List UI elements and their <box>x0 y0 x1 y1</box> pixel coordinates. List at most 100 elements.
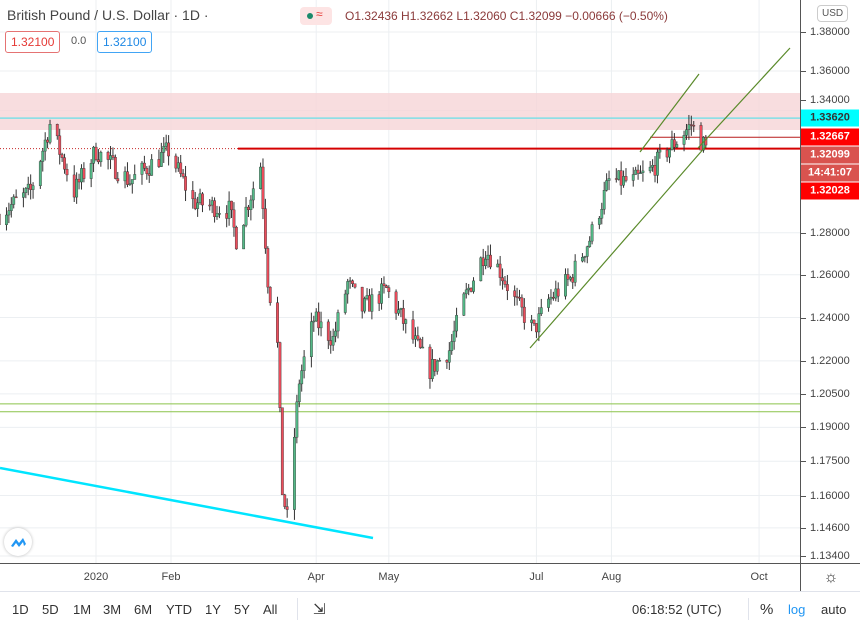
candle-down <box>419 339 421 347</box>
candle-up <box>642 171 644 173</box>
candle-down <box>180 163 182 174</box>
candle-up <box>438 360 440 361</box>
delay-icon: ≈ <box>316 7 323 21</box>
price-tick: 1.26000 <box>810 269 850 281</box>
candle-down <box>95 147 97 160</box>
candle-down <box>209 205 211 206</box>
candle-up <box>530 320 532 323</box>
candle-up <box>163 146 165 152</box>
candle-down <box>535 323 537 332</box>
candle-up <box>547 299 549 308</box>
candle-up <box>320 322 322 328</box>
candle-down <box>284 495 286 507</box>
candle-up <box>397 310 399 314</box>
candle-down <box>225 213 227 218</box>
range-button-3m[interactable]: 3M <box>103 602 121 617</box>
candle-down <box>269 287 271 303</box>
price-label: 1.32667 <box>801 129 859 146</box>
tradingview-logo-icon[interactable] <box>4 528 32 556</box>
range-button-6m[interactable]: 6M <box>134 602 152 617</box>
candle-up <box>165 143 167 146</box>
candle-up <box>298 384 300 402</box>
candle-up <box>363 299 365 312</box>
candle-down <box>470 288 472 291</box>
candle-down <box>501 278 503 281</box>
candle-down <box>499 264 501 278</box>
candle-up <box>480 258 482 281</box>
candle-down <box>521 298 523 307</box>
range-button-5d[interactable]: 5D <box>42 602 59 617</box>
candle-up <box>605 181 607 191</box>
price-tick: 1.20500 <box>810 388 850 400</box>
range-button-1m[interactable]: 1M <box>73 602 91 617</box>
buy-button[interactable]: 1.32100 <box>97 31 152 53</box>
candle-up <box>380 284 382 304</box>
price-tick: 1.28000 <box>810 227 850 239</box>
candle-up <box>44 140 46 151</box>
candle-down <box>516 297 518 298</box>
utc-clock[interactable]: 06:18:52 (UTC) <box>632 602 722 617</box>
candle-down <box>281 408 283 495</box>
candle-down <box>192 190 194 198</box>
candle-up <box>550 297 552 299</box>
candle-up <box>346 281 348 294</box>
candle-up <box>293 437 295 509</box>
candle-up <box>484 259 486 266</box>
candle-down <box>126 172 128 185</box>
range-button-1d[interactable]: 1D <box>12 602 29 617</box>
candle-down <box>361 287 363 311</box>
candle-down <box>184 176 186 190</box>
candle-down <box>368 296 370 312</box>
candle-up <box>310 322 312 357</box>
candle-up <box>39 162 41 186</box>
candle-up <box>622 176 624 185</box>
candle-up <box>349 281 351 282</box>
price-tick: 1.17500 <box>810 455 850 467</box>
range-button-5y[interactable]: 5Y <box>234 602 250 617</box>
price-label: 1.33620 <box>801 110 859 127</box>
candle-up <box>538 314 540 332</box>
candle-down <box>146 168 148 173</box>
candle-down <box>107 152 109 159</box>
candle-up <box>196 203 198 209</box>
candle-down <box>233 210 235 227</box>
candle-up <box>218 213 220 214</box>
candle-up <box>591 225 593 242</box>
range-button-1y[interactable]: 1Y <box>205 602 221 617</box>
candle-up <box>315 312 317 321</box>
candle-up <box>252 189 254 200</box>
candle-down <box>63 158 65 170</box>
price-tick: 1.22000 <box>810 355 850 367</box>
range-button-all[interactable]: All <box>263 602 277 617</box>
price-label: 14:41:07 <box>801 165 859 182</box>
candle-down <box>693 125 695 126</box>
status-dot-icon <box>307 13 313 19</box>
goto-date-icon[interactable]: ⇲ <box>313 600 326 618</box>
candle-up <box>632 174 634 180</box>
candle-up <box>651 165 653 167</box>
candle-up <box>487 255 489 259</box>
percent-toggle[interactable]: % <box>760 601 773 618</box>
sell-button[interactable]: 1.32100 <box>5 31 60 53</box>
candle-down <box>73 175 75 197</box>
candle-up <box>371 295 373 312</box>
candle-down <box>402 308 404 323</box>
chart-pane[interactable] <box>0 0 800 563</box>
auto-toggle[interactable]: auto <box>821 602 846 617</box>
candle-up <box>303 357 305 371</box>
candle-down <box>523 307 525 322</box>
candle-up <box>334 331 336 336</box>
currency-button[interactable]: USD <box>817 5 848 22</box>
candle-down <box>625 176 627 180</box>
time-tick: Aug <box>602 571 622 583</box>
candle-down <box>158 159 160 166</box>
candle-up <box>685 130 687 136</box>
candle-up <box>332 336 334 345</box>
settings-gear-icon[interactable]: ☼ <box>800 563 860 591</box>
range-button-ytd[interactable]: YTD <box>166 602 192 617</box>
log-toggle[interactable]: log <box>788 602 805 617</box>
candle-down <box>666 150 668 157</box>
candle-down <box>114 157 116 178</box>
